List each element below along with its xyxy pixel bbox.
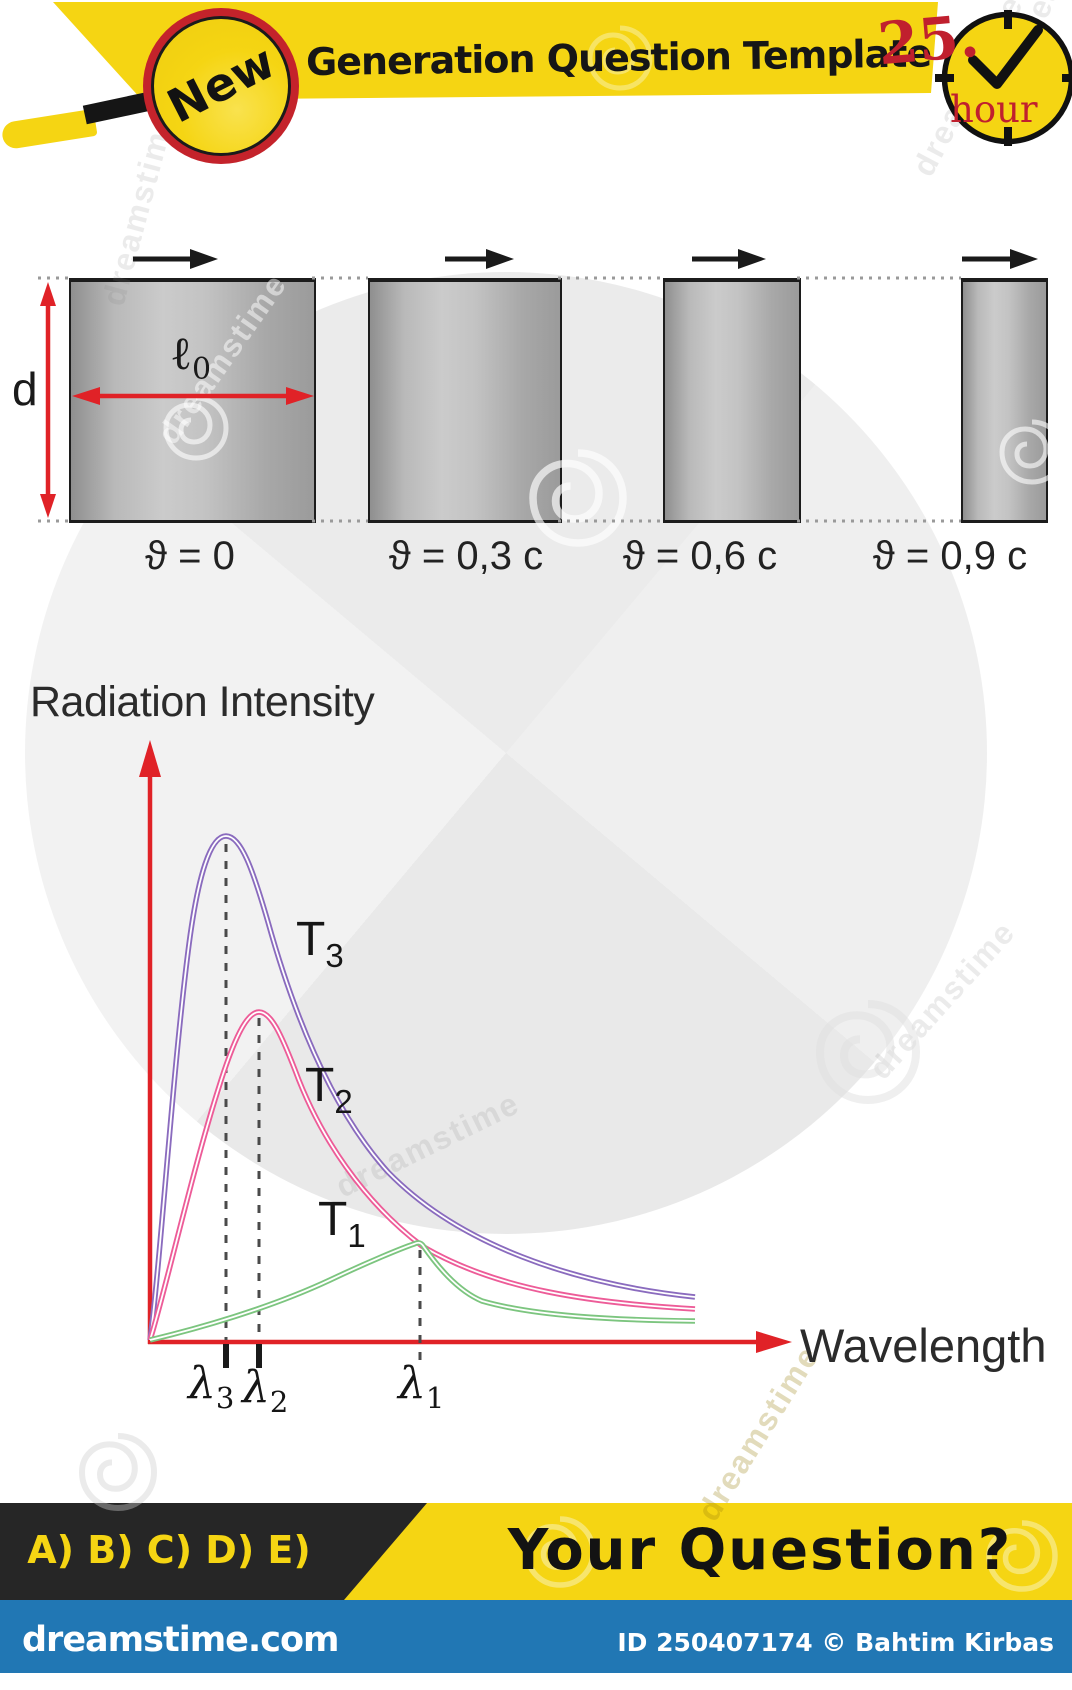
x-axis-label: Wavelength: [800, 1319, 1047, 1372]
magnifier-handle-grip: [0, 108, 98, 151]
proper-length-label: ℓ0: [170, 326, 212, 387]
options-trapezoid: [0, 1503, 427, 1600]
hour-number-label: 25.: [875, 1, 982, 79]
motion-arrow-icons: [133, 249, 1038, 269]
footer-credit-label: ID 250407174 © Bahtim Kirbas: [617, 1628, 1054, 1657]
box-at-03c: [368, 278, 562, 523]
clock-icon: [935, 10, 1072, 146]
height-dimension-label: d: [12, 363, 38, 415]
curve-label-t2: T2: [305, 1059, 353, 1120]
magnifier-lens: [154, 19, 288, 153]
footer-site-label: dreamstime.com: [22, 1620, 339, 1660]
magnifier-icon: New: [143, 8, 299, 164]
curve-label-t3: T3: [296, 913, 344, 974]
velocity-label: ϑ = 0,3 c: [388, 534, 544, 578]
hour-word-label: hour: [950, 88, 1038, 131]
curve-t1: [149, 1240, 696, 1343]
velocity-label: ϑ = 0: [145, 534, 235, 578]
chart-title: Radiation Intensity: [30, 678, 375, 726]
box-at-09c: [961, 278, 1048, 523]
velocity-label: ϑ = 0,6 c: [622, 534, 778, 578]
footer-bar: [0, 1600, 1072, 1673]
header-title: Generation Question Template: [305, 31, 932, 85]
wavelength-tick-label-2: λ2: [242, 1362, 289, 1419]
curve-label-t1: T1: [318, 1193, 366, 1254]
wavelength-tick-label-1: λ1: [398, 1358, 445, 1415]
box-at-06c: [663, 278, 801, 523]
velocity-label: ϑ = 0,9 c: [872, 534, 1028, 578]
answer-options-label: A) B) C) D) E): [27, 1528, 311, 1572]
your-question-label: Your Question?: [507, 1518, 1013, 1583]
wavelength-tick-label-3: λ3: [188, 1358, 235, 1415]
